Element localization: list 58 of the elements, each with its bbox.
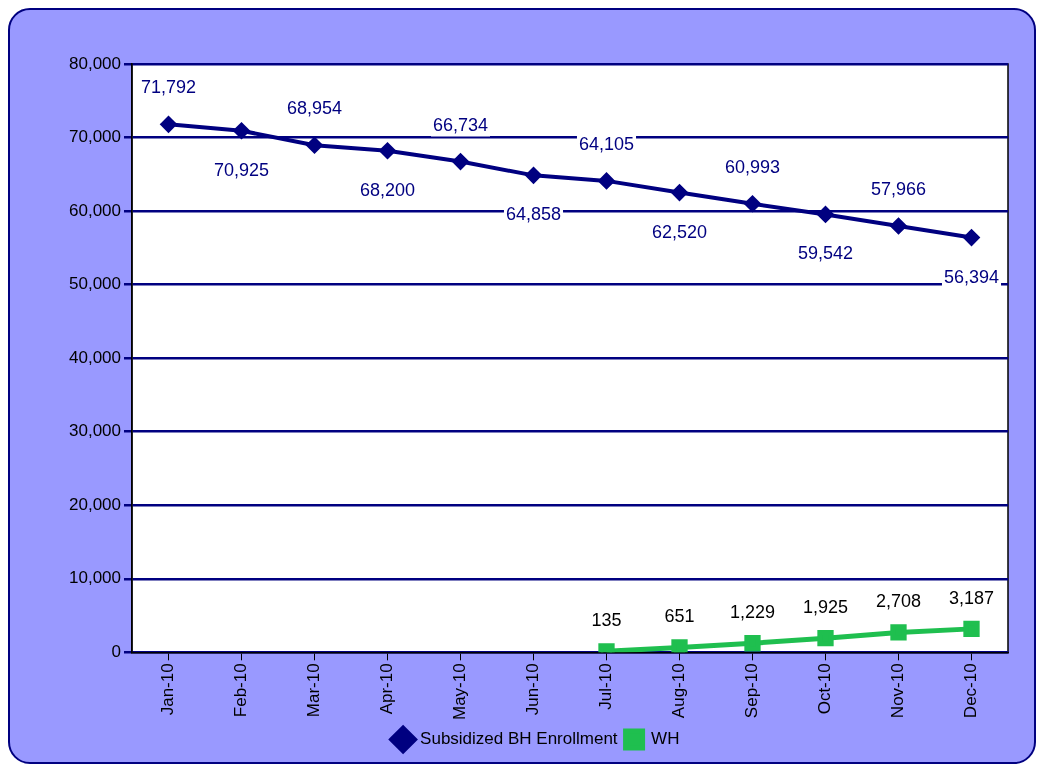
point bbox=[890, 218, 907, 235]
data-label: 70,925 bbox=[213, 159, 270, 180]
data-label: 1,925 bbox=[802, 597, 849, 618]
x-tick-label: Jul-10 bbox=[596, 663, 616, 710]
y-tick-label: 80,000 bbox=[69, 53, 121, 73]
point bbox=[817, 206, 834, 223]
point bbox=[744, 635, 761, 652]
data-label: 59,542 bbox=[797, 243, 854, 264]
point bbox=[306, 137, 323, 154]
point bbox=[963, 620, 980, 638]
x-tick-label: Sep-10 bbox=[742, 663, 762, 719]
y-tick-label: 40,000 bbox=[69, 347, 121, 367]
x-tick-label: Oct-10 bbox=[815, 663, 835, 715]
x-tick-label: Feb-10 bbox=[231, 663, 251, 718]
x-tick-label: Jan-10 bbox=[158, 663, 178, 716]
x-tick-label: Aug-10 bbox=[669, 663, 689, 719]
data-label: 68,954 bbox=[286, 98, 343, 119]
y-tick-label: 60,000 bbox=[69, 200, 121, 220]
point bbox=[525, 167, 542, 184]
data-label: 1,229 bbox=[729, 602, 776, 623]
point bbox=[817, 630, 834, 647]
point bbox=[233, 122, 250, 139]
data-label: 57,966 bbox=[870, 179, 927, 200]
x-tick-label: Dec-10 bbox=[961, 663, 981, 719]
data-label: 3,187 bbox=[948, 587, 995, 608]
point bbox=[744, 195, 761, 212]
data-label: 60,993 bbox=[724, 156, 781, 177]
point bbox=[671, 639, 688, 653]
x-tick-label: Jun-10 bbox=[523, 663, 543, 716]
y-tick-label: 30,000 bbox=[69, 421, 121, 441]
data-label: 135 bbox=[591, 610, 622, 631]
y-tick-label: 50,000 bbox=[69, 274, 121, 294]
data-label: 66,734 bbox=[432, 114, 489, 135]
x-tick-label: May-10 bbox=[450, 663, 470, 720]
point bbox=[452, 153, 469, 170]
x-tick-label: Apr-10 bbox=[377, 663, 397, 715]
data-label: 64,858 bbox=[505, 204, 562, 225]
point bbox=[379, 142, 396, 159]
data-label: 68,200 bbox=[359, 179, 416, 200]
point bbox=[598, 172, 615, 189]
data-label: 56,394 bbox=[943, 266, 1000, 287]
data-label: 64,105 bbox=[578, 133, 635, 154]
y-tick-label: 0 bbox=[111, 642, 121, 661]
data-label: 2,708 bbox=[875, 591, 922, 612]
legend-label: WH bbox=[651, 729, 680, 749]
point bbox=[671, 184, 688, 201]
point bbox=[890, 624, 907, 641]
legend-label: Subsidized BH Enrollment bbox=[420, 729, 618, 749]
y-tick-label: 20,000 bbox=[69, 494, 121, 514]
x-tick-label: Nov-10 bbox=[888, 663, 908, 719]
data-label: 651 bbox=[664, 606, 695, 627]
point bbox=[963, 229, 980, 246]
data-label: 71,792 bbox=[140, 77, 197, 98]
x-tick-label: Mar-10 bbox=[304, 663, 324, 718]
point bbox=[160, 116, 177, 133]
data-label: 62,520 bbox=[651, 221, 708, 242]
y-tick-label: 70,000 bbox=[69, 127, 121, 147]
y-tick-label: 10,000 bbox=[69, 568, 121, 588]
